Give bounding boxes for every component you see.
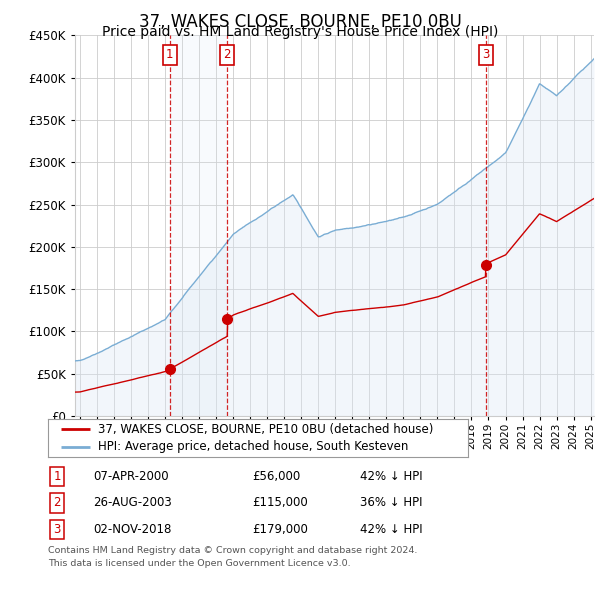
Text: £56,000: £56,000 <box>252 470 300 483</box>
Text: Contains HM Land Registry data © Crown copyright and database right 2024.: Contains HM Land Registry data © Crown c… <box>48 546 418 555</box>
Text: 42% ↓ HPI: 42% ↓ HPI <box>360 470 422 483</box>
Text: This data is licensed under the Open Government Licence v3.0.: This data is licensed under the Open Gov… <box>48 559 350 568</box>
Text: HPI: Average price, detached house, South Kesteven: HPI: Average price, detached house, Sout… <box>98 440 409 453</box>
Text: 37, WAKES CLOSE, BOURNE, PE10 0BU (detached house): 37, WAKES CLOSE, BOURNE, PE10 0BU (detac… <box>98 423 434 436</box>
Text: 3: 3 <box>53 523 61 536</box>
Text: 2: 2 <box>224 48 231 61</box>
Text: 1: 1 <box>166 48 173 61</box>
Text: Price paid vs. HM Land Registry's House Price Index (HPI): Price paid vs. HM Land Registry's House … <box>102 25 498 39</box>
Text: 3: 3 <box>482 48 490 61</box>
Bar <box>170 35 227 416</box>
Text: 36% ↓ HPI: 36% ↓ HPI <box>360 496 422 510</box>
Text: 42% ↓ HPI: 42% ↓ HPI <box>360 523 422 536</box>
Text: £115,000: £115,000 <box>252 496 308 510</box>
Text: 2: 2 <box>53 496 61 510</box>
Text: 07-APR-2000: 07-APR-2000 <box>93 470 169 483</box>
Text: 26-AUG-2003: 26-AUG-2003 <box>93 496 172 510</box>
Text: 37, WAKES CLOSE, BOURNE, PE10 0BU: 37, WAKES CLOSE, BOURNE, PE10 0BU <box>139 13 461 31</box>
Text: 02-NOV-2018: 02-NOV-2018 <box>93 523 172 536</box>
Text: 1: 1 <box>53 470 61 483</box>
Text: £179,000: £179,000 <box>252 523 308 536</box>
